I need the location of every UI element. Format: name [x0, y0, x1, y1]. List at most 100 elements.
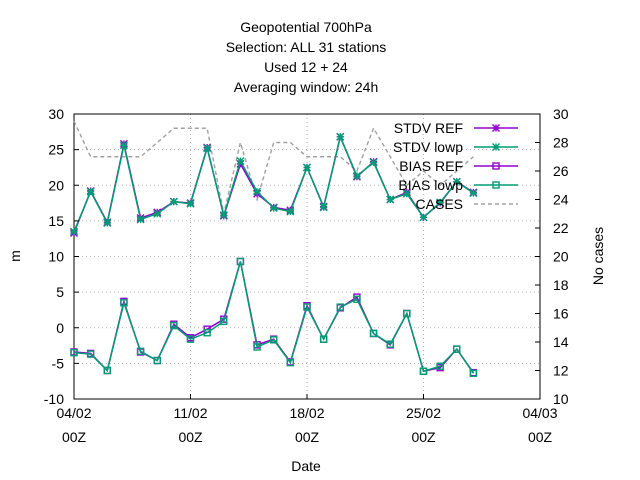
marker-stroke: [219, 211, 228, 220]
title-line: Geopotential 700hPa: [240, 19, 372, 35]
legend-label: STDV lowp: [393, 139, 463, 155]
data-point: [286, 358, 295, 367]
xtick-label-time: 00Z: [411, 429, 436, 445]
chart-title: Geopotential 700hPa Selection: ALL 31 sta…: [226, 19, 387, 95]
data-point: [469, 189, 478, 198]
data-point: [103, 219, 112, 228]
data-point: [120, 299, 128, 307]
y2tick-label: 16: [553, 306, 569, 322]
y2tick-label: 28: [553, 135, 569, 151]
marker-stroke: [103, 219, 112, 228]
xtick-label-time: 00Z: [528, 429, 553, 445]
series-bias-lowp: [70, 257, 478, 378]
marker-stroke: [492, 143, 500, 151]
title-line: Used 12 + 24: [264, 59, 348, 75]
ytick-label: 25: [48, 142, 64, 158]
data-point: [319, 203, 328, 212]
data-point: [386, 340, 394, 348]
data-point: [269, 204, 278, 213]
data-point: [86, 187, 95, 196]
data-point: [170, 321, 178, 330]
marker-stroke: [492, 124, 500, 132]
ytick-label: 0: [56, 320, 64, 336]
data-point: [236, 257, 245, 266]
data-point: [336, 303, 344, 311]
data-point: [270, 336, 278, 344]
series-cases: [73, 120, 474, 214]
data-point: [369, 158, 378, 167]
data-point: [403, 309, 411, 318]
y2tick-label: 30: [553, 106, 569, 122]
marker-stroke: [119, 141, 128, 150]
y2tick-label: 12: [553, 363, 569, 379]
marker-stroke: [269, 204, 278, 213]
legend-label: BIAS lowp: [398, 177, 463, 193]
y2tick-label: 22: [553, 220, 569, 236]
data-point: [492, 124, 500, 132]
data-point: [70, 227, 78, 236]
xtick-label: 04/03: [522, 405, 557, 421]
data-point: [219, 211, 228, 220]
marker-stroke: [336, 132, 345, 141]
marker-stroke: [386, 195, 395, 204]
y2tick-label: 14: [553, 334, 569, 350]
ytick-label: 15: [48, 213, 64, 229]
xtick-label: 18/02: [289, 405, 324, 421]
data-point: [153, 356, 161, 365]
marker-stroke: [253, 187, 262, 196]
data-point: [286, 207, 295, 216]
data-point: [336, 132, 345, 141]
data-point: [386, 195, 395, 204]
marker-stroke: [436, 198, 445, 207]
data-point: [186, 335, 195, 343]
marker-stroke: [86, 187, 95, 196]
series-line: [73, 120, 474, 214]
data-point: [419, 213, 428, 222]
data-point: [136, 215, 145, 224]
xtick-label-time: 00Z: [178, 429, 203, 445]
xtick-label-time: 00Z: [295, 429, 320, 445]
data-point: [436, 362, 444, 370]
data-point: [169, 197, 178, 206]
marker-stroke: [236, 157, 245, 166]
data-point: [153, 209, 162, 218]
data-point: [436, 198, 445, 207]
marker-stroke: [469, 189, 478, 198]
y-axis-label: m: [7, 250, 23, 262]
data-point: [186, 199, 195, 208]
ytick-label: 20: [48, 177, 64, 193]
data-point: [492, 162, 500, 170]
title-line: Averaging window: 24h: [234, 79, 379, 95]
ytick-label: 30: [48, 106, 64, 122]
data-point: [402, 189, 411, 198]
data-point: [220, 317, 228, 326]
data-point: [369, 329, 378, 338]
tick-labels: -10 -5 0 5 10 15 20 25 30 10 12 14 16 18 20 22 24 26 28 30 0…: [44, 106, 569, 445]
ytick-label: 5: [56, 284, 64, 300]
y2tick-label: 20: [553, 249, 569, 265]
ytick-label: -10: [44, 391, 64, 407]
marker-stroke: [186, 199, 195, 208]
legend-label: BIAS REF: [399, 158, 463, 174]
series-stdv-lowp: [70, 132, 478, 236]
y2tick-label: 26: [553, 163, 569, 179]
data-point: [70, 348, 78, 357]
marker-stroke: [203, 144, 212, 153]
data-point: [203, 144, 212, 153]
marker-stroke: [286, 207, 295, 216]
marker-stroke: [153, 209, 162, 218]
legend-label: CASES: [416, 196, 463, 212]
marker-stroke: [369, 158, 378, 167]
data-point: [103, 366, 111, 375]
series-line: [73, 261, 475, 374]
data-point: [136, 347, 145, 355]
data-point: [452, 177, 461, 186]
marker-stroke: [402, 189, 411, 198]
marker-stroke: [169, 197, 178, 206]
data-point: [203, 329, 211, 337]
data-point: [469, 369, 478, 378]
xtick-label-time: 00Z: [62, 429, 87, 445]
x-axis-label: Date: [291, 458, 321, 474]
xtick-label: 04/02: [56, 405, 91, 421]
